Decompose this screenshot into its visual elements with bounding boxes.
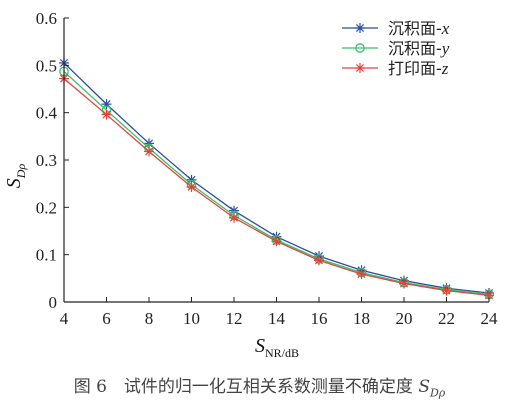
marker-stroke bbox=[187, 182, 196, 192]
y-axis-label-sub: Dρ bbox=[14, 164, 28, 180]
caption-symbol-sub: Dρ bbox=[429, 386, 446, 400]
y-tick-label: 0.4 bbox=[36, 104, 58, 123]
x-tick-label: 14 bbox=[268, 309, 286, 328]
data-point bbox=[271, 236, 282, 247]
legend-label: 打印面-z bbox=[388, 59, 449, 78]
marker-stroke bbox=[399, 279, 409, 288]
data-point bbox=[399, 278, 409, 289]
legend-label-var: x bbox=[441, 19, 450, 38]
x-tick-label: 4 bbox=[60, 309, 69, 328]
data-point bbox=[144, 146, 154, 157]
y-tick-label: 0 bbox=[49, 293, 58, 312]
marker-stroke bbox=[355, 23, 365, 33]
marker-circle bbox=[355, 43, 365, 53]
axes: 4 6 8 10 12 14 16 18 20 22 24 0 0.1 0.2 0.3 0.4 0.5 0.6 bbox=[36, 9, 498, 328]
x-axis-label-main: S bbox=[255, 335, 265, 357]
y-tick-label: 0.2 bbox=[36, 198, 57, 217]
legend-item-x: 沉积面-x bbox=[342, 19, 450, 38]
legend-label-var: z bbox=[441, 59, 449, 78]
legend-marker bbox=[355, 23, 365, 33]
legend-label: 沉积面-y bbox=[388, 39, 450, 58]
chart: 4 6 8 10 12 14 16 18 20 22 24 0 0.1 0.2 0.3 0.4 0.5 0.6 沉… bbox=[3, 9, 498, 360]
legend-label-prefix: 沉积面- bbox=[388, 39, 442, 58]
data-point bbox=[441, 285, 452, 296]
marker-stroke bbox=[484, 291, 494, 300]
x-tick-label: 8 bbox=[145, 309, 154, 328]
series-line bbox=[63, 78, 490, 297]
legend-label-prefix: 打印面- bbox=[388, 59, 442, 78]
x-tick-label: 24 bbox=[481, 309, 499, 328]
legend-label: 沉积面-x bbox=[388, 19, 450, 38]
data-point bbox=[101, 109, 112, 120]
legend-label-prefix: 沉积面- bbox=[388, 19, 442, 38]
legend-marker bbox=[355, 43, 365, 53]
x-tick-label: 18 bbox=[353, 309, 370, 328]
x-tick-label: 6 bbox=[102, 309, 111, 328]
series-line bbox=[63, 62, 490, 294]
x-tick-label: 22 bbox=[438, 309, 455, 328]
x-axis-label: SNR/dB bbox=[255, 335, 299, 360]
y-tick-label: 0.1 bbox=[36, 246, 57, 265]
x-tick-label: 10 bbox=[183, 309, 200, 328]
marker-stroke bbox=[272, 237, 281, 246]
marker-stroke bbox=[355, 63, 365, 73]
legend-item-z: 打印面-z bbox=[342, 59, 449, 78]
legend-item-y: 沉积面-y bbox=[342, 39, 450, 58]
x-axis-label-sub: NR/dB bbox=[265, 346, 299, 360]
marker-stroke bbox=[102, 110, 111, 119]
plot-area bbox=[59, 57, 494, 301]
y-axis-label-main: S bbox=[3, 178, 25, 188]
y-axis-label: SDρ bbox=[3, 164, 28, 189]
marker-stroke bbox=[357, 270, 366, 279]
y-tick-label: 0.3 bbox=[36, 151, 57, 170]
caption-symbol: S bbox=[418, 377, 430, 397]
marker-stroke bbox=[442, 286, 451, 295]
y-tick-label: 0.5 bbox=[36, 56, 57, 75]
data-point bbox=[186, 181, 197, 192]
legend-marker bbox=[355, 63, 365, 73]
marker-stroke bbox=[144, 147, 154, 156]
x-tick-label: 16 bbox=[311, 309, 328, 328]
data-point bbox=[314, 255, 324, 266]
marker-stroke bbox=[229, 213, 239, 222]
series-line bbox=[63, 71, 490, 296]
caption-text: 图 6 试件的归一化互相关系数测量不确定度 bbox=[73, 377, 419, 397]
x-tick-label: 12 bbox=[226, 309, 243, 328]
y-tick-label: 0.6 bbox=[36, 9, 57, 28]
series-z bbox=[59, 73, 494, 301]
marker-stroke bbox=[314, 256, 324, 265]
figure-caption: 图 6 试件的归一化互相关系数测量不确定度 SDρ bbox=[0, 372, 519, 399]
data-point bbox=[229, 212, 239, 223]
series-x bbox=[59, 57, 494, 299]
x-tick-label: 20 bbox=[396, 309, 413, 328]
legend-label-var: y bbox=[440, 39, 450, 58]
data-point bbox=[356, 269, 367, 280]
series-y bbox=[59, 66, 494, 300]
